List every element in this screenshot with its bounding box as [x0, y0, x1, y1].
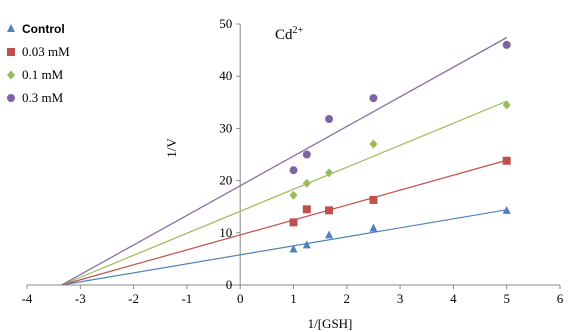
data-point — [502, 156, 511, 165]
data-point — [502, 40, 511, 49]
x-tick-label: 5 — [503, 291, 510, 306]
y-axis-title: 1/V — [164, 138, 179, 158]
x-tick-label: 1 — [290, 291, 297, 306]
legend-marker — [7, 70, 15, 80]
legend-marker — [7, 94, 15, 102]
x-tick-label: 4 — [450, 291, 457, 306]
data-point — [302, 178, 311, 188]
data-point — [289, 218, 298, 227]
data-point — [369, 195, 378, 204]
annotation-superscript: 2+ — [293, 25, 304, 36]
legend-label: Control — [22, 22, 65, 36]
x-tick-label: 0 — [237, 291, 244, 306]
data-point — [369, 94, 378, 103]
data-point — [302, 240, 311, 249]
tick-labels: -4 -3 -2 -1 0 1 2 3 4 5 6 0 10 20 30 40 50 — [22, 16, 564, 306]
x-tick-label: 3 — [397, 291, 404, 306]
legend-label: 0.1 mM — [22, 67, 64, 82]
x-tick-label: 6 — [557, 291, 564, 306]
data-point — [325, 168, 334, 178]
y-tick-label: 30 — [219, 120, 232, 135]
x-tick-label: 2 — [344, 291, 351, 306]
x-tick-label: -4 — [22, 291, 33, 306]
chart-annotation: Cd2+ — [275, 25, 304, 43]
data-point — [502, 205, 511, 214]
data-point — [289, 190, 298, 200]
data-point — [369, 223, 378, 232]
y-tick-label: 0 — [226, 277, 233, 292]
fit-lines — [61, 37, 507, 286]
data-points — [289, 40, 511, 253]
data-point — [369, 139, 378, 149]
trendline-0-3-mm — [61, 37, 507, 286]
data-point — [502, 100, 511, 110]
axes — [26, 23, 561, 289]
legend-marker — [7, 24, 15, 32]
x-axis-title: 1/[GSH] — [308, 316, 353, 331]
legend-label: 0.3 mM — [22, 90, 64, 105]
data-point — [325, 206, 334, 215]
x-tick-label: -1 — [181, 291, 192, 306]
x-tick-label: -3 — [75, 291, 86, 306]
y-tick-label: 50 — [219, 16, 232, 31]
y-tick-label: 40 — [219, 68, 232, 83]
annotation-base: Cd — [275, 27, 293, 43]
trendline-0-1-mm — [61, 100, 507, 286]
data-point — [302, 205, 311, 214]
data-point — [289, 166, 298, 175]
trendline-0-03-mm — [61, 159, 507, 286]
data-point — [325, 230, 334, 239]
data-point — [325, 115, 334, 124]
legend-marker — [7, 48, 15, 56]
legend: Control 0.03 mM 0.1 mM 0.3 mM — [7, 22, 70, 105]
trendline-control — [61, 209, 507, 286]
y-tick-label: 20 — [219, 173, 232, 188]
data-point — [302, 150, 311, 159]
data-point — [289, 244, 298, 253]
x-tick-label: -2 — [128, 291, 139, 306]
y-tick-label: 10 — [219, 225, 232, 240]
legend-label: 0.03 mM — [22, 44, 70, 59]
